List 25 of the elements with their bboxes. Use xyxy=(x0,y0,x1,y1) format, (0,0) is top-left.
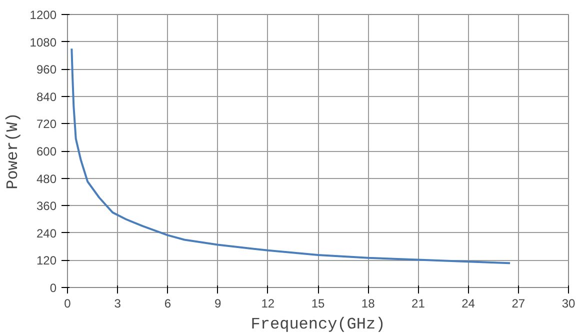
x-tick-label: 27 xyxy=(512,296,526,310)
y-tick-label: 0 xyxy=(50,281,57,295)
y-tick-label: 960 xyxy=(36,62,57,77)
x-tick-label: 0 xyxy=(64,296,72,310)
y-tick-label: 840 xyxy=(36,90,57,104)
x-tick-label: 18 xyxy=(361,296,376,310)
x-tick-label: 21 xyxy=(412,296,426,310)
x-tick-label: 3 xyxy=(114,296,122,310)
x-tick-label: 24 xyxy=(462,296,476,310)
x-tick-label: 6 xyxy=(164,296,172,310)
x-tick-label: 15 xyxy=(311,296,325,310)
x-axis-title: Frequency(GHz) xyxy=(250,316,386,334)
y-tick-label: 720 xyxy=(36,117,57,132)
y-tick-label: 480 xyxy=(36,172,57,186)
x-tick-label: 12 xyxy=(261,296,275,310)
x-tick-label: 9 xyxy=(214,296,222,310)
y-axis-title: Power(W) xyxy=(4,112,22,190)
y-tick-label: 600 xyxy=(36,144,57,158)
y-tick-label: 120 xyxy=(36,254,57,268)
y-tick-label: 360 xyxy=(36,199,57,214)
y-tick-label: 1080 xyxy=(30,35,57,50)
line-series xyxy=(70,48,512,264)
y-tick-label: 240 xyxy=(36,226,57,240)
x-tick-label: 30 xyxy=(562,296,576,310)
y-tick-label: 1200 xyxy=(30,8,57,22)
